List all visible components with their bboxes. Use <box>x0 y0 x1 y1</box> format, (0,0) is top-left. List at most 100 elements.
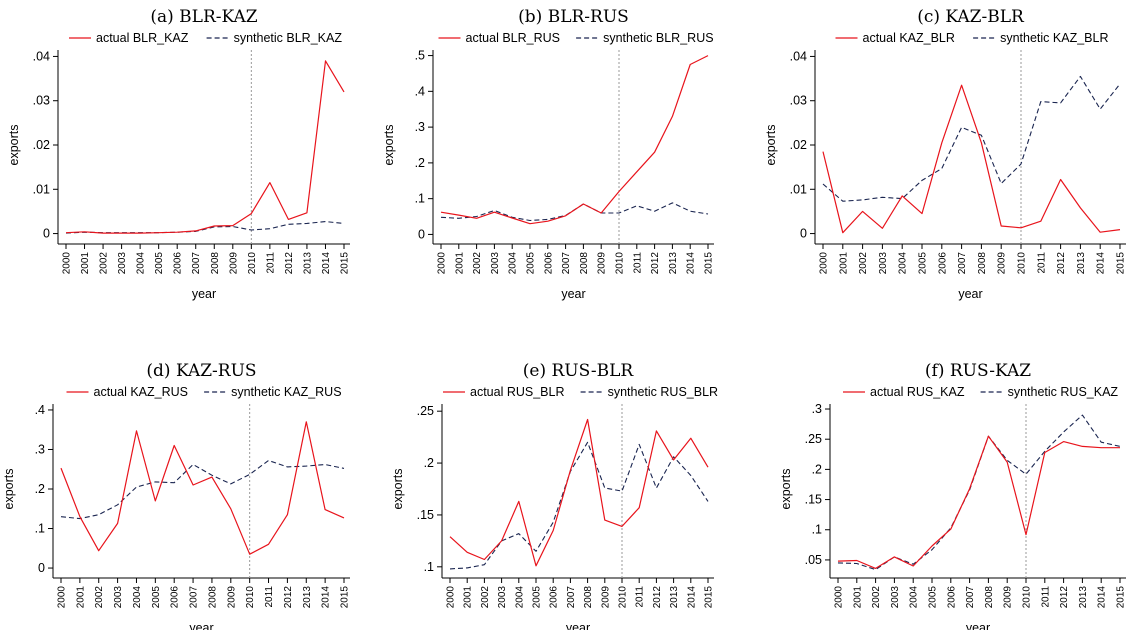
y-tick-label: .3 <box>812 402 822 416</box>
y-tick-label: .25 <box>417 404 434 418</box>
x-tick-label: 2009 <box>228 252 239 275</box>
x-tick-label: 2004 <box>132 586 143 609</box>
x-axis-title: year <box>192 287 216 301</box>
x-tick-label: 2006 <box>543 252 554 275</box>
x-tick-label: 2000 <box>834 586 845 609</box>
y-tick-label: .4 <box>415 84 425 98</box>
x-tick-label: 2010 <box>1017 252 1028 275</box>
legend-entry: actual RUS_KAZ <box>843 385 965 399</box>
y-tick-label: .1 <box>424 560 434 574</box>
x-tick-label: 2012 <box>652 586 663 609</box>
x-tick-label: 2012 <box>283 586 294 609</box>
x-tick-label: 2000 <box>437 252 448 275</box>
x-tick-label: 2002 <box>480 586 491 609</box>
series-line-actual <box>837 435 1120 570</box>
x-tick-label: 2000 <box>57 586 68 609</box>
series-line-actual <box>60 421 345 555</box>
x-tick-label: 2012 <box>650 252 661 275</box>
x-tick-label: 2001 <box>80 252 91 275</box>
x-axis-title: year <box>966 621 990 630</box>
x-tick-label: 2012 <box>1059 586 1070 609</box>
legend-label: synthetic BLR_RUS <box>603 31 713 45</box>
y-tick-label: .15 <box>417 508 434 522</box>
y-tick-label: .02 <box>33 138 50 152</box>
x-tick-label: 2008 <box>579 252 590 275</box>
y-tick-label: .1 <box>35 522 45 536</box>
x-tick-label: 2004 <box>909 586 920 609</box>
y-axis-title: exports <box>2 469 16 510</box>
x-tick-label: 2005 <box>151 586 162 609</box>
x-tick-label: 2011 <box>1040 586 1051 608</box>
x-tick-label: 2013 <box>669 586 680 609</box>
x-tick-label: 2009 <box>226 586 237 609</box>
x-tick-label: 2007 <box>189 586 200 609</box>
x-tick-label: 2004 <box>898 252 909 275</box>
x-tick-label: 2007 <box>957 252 968 275</box>
series-line-synthetic <box>837 414 1121 571</box>
series-line-synthetic <box>822 75 1121 202</box>
series-line-actual <box>440 55 709 225</box>
x-tick-label: 2013 <box>302 252 313 275</box>
x-tick-label: 2002 <box>871 586 882 609</box>
y-tick-label: .2 <box>812 462 822 476</box>
y-tick-label: 0 <box>418 227 425 241</box>
x-tick-label: 2003 <box>113 586 124 609</box>
x-tick-label: 2005 <box>532 586 543 609</box>
x-tick-label: 2001 <box>463 586 474 609</box>
legend-entry: actual BLR_KAZ <box>69 31 189 45</box>
x-tick-label: 2013 <box>668 252 679 275</box>
x-tick-label: 2013 <box>1076 252 1087 275</box>
x-axis-title: year <box>566 621 590 630</box>
x-tick-label: 2002 <box>99 252 110 275</box>
y-tick-label: .1 <box>415 192 425 206</box>
x-tick-label: 2009 <box>997 252 1008 275</box>
y-axis-title: exports <box>779 469 793 510</box>
x-tick-label: 2003 <box>117 252 128 275</box>
x-tick-label: 2008 <box>210 252 221 275</box>
y-tick-label: .25 <box>805 432 822 446</box>
y-tick-label: 0 <box>38 561 45 575</box>
x-tick-label: 2015 <box>340 252 351 275</box>
y-tick-label: .2 <box>424 456 434 470</box>
legend-entry: actual KAZ_BLR <box>835 31 955 45</box>
legend-label: actual RUS_KAZ <box>870 385 965 399</box>
x-tick-label: 2007 <box>965 586 976 609</box>
series-line-synthetic <box>440 202 709 222</box>
legend-entry: actual RUS_BLR <box>443 385 565 399</box>
x-tick-label: 2001 <box>852 586 863 609</box>
y-tick-label: .05 <box>805 553 822 567</box>
x-tick-label: 2015 <box>704 586 715 609</box>
x-tick-label: 2007 <box>191 252 202 275</box>
legend-label: actual KAZ_BLR <box>863 31 955 45</box>
x-tick-label: 2012 <box>284 252 295 275</box>
series-line-synthetic <box>65 221 345 234</box>
panel-title: (e) RUS-BLR <box>523 361 635 381</box>
x-tick-label: 2003 <box>497 586 508 609</box>
x-tick-label: 2014 <box>686 252 697 275</box>
x-tick-label: 2005 <box>154 252 165 275</box>
x-tick-label: 2008 <box>583 586 594 609</box>
x-tick-label: 2013 <box>1078 586 1089 609</box>
legend-entry: synthetic BLR_RUS <box>576 31 714 45</box>
x-tick-label: 2000 <box>819 252 830 275</box>
y-tick-label: .2 <box>415 156 425 170</box>
x-tick-label: 2015 <box>704 252 715 275</box>
x-tick-label: 2004 <box>508 252 519 275</box>
x-axis-title: year <box>958 287 982 301</box>
legend-label: synthetic KAZ_RUS <box>231 385 341 399</box>
y-tick-label: .04 <box>33 49 50 63</box>
legend-entry: synthetic KAZ_RUS <box>204 385 342 399</box>
chart-panel-5: (e) RUS-BLR actual RUS_BLR synthetic RUS_B… <box>391 361 718 630</box>
panel-title: (a) BLR-KAZ <box>150 7 257 27</box>
legend-entry: actual BLR_RUS <box>438 31 560 45</box>
y-axis-title: exports <box>764 125 778 166</box>
panel-title: (b) BLR-RUS <box>518 7 629 27</box>
x-tick-label: 2006 <box>173 252 184 275</box>
x-tick-label: 2009 <box>1003 586 1014 609</box>
chart-panel-4: (d) KAZ-RUS actual KAZ_RUS synthetic KAZ_R… <box>2 361 351 630</box>
chart-panel-1: (a) BLR-KAZ actual BLR_KAZ synthetic BLR_K… <box>7 7 351 301</box>
chart-panel-6: (f) RUS-KAZ actual RUS_KAZ synthetic RUS_K… <box>779 361 1127 630</box>
x-axis-title: year <box>561 287 585 301</box>
y-tick-label: .3 <box>35 442 45 456</box>
y-axis-title: exports <box>382 125 396 166</box>
